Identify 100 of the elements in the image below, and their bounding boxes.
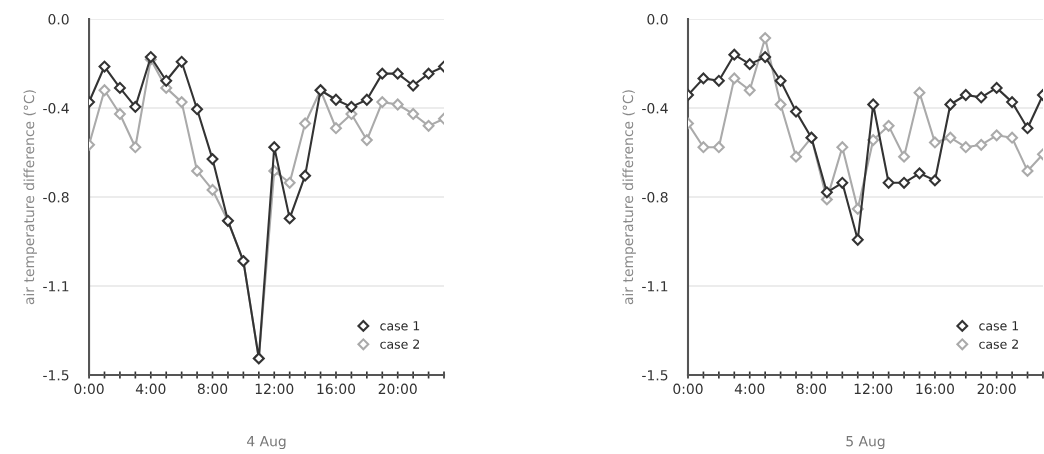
x-tick-label: 12:00 [255,383,294,395]
point [98,84,111,97]
x-tick-label: 20:00 [378,383,417,395]
point [206,153,219,166]
point [360,93,373,106]
x-tick-label: 0:00 [673,383,703,395]
y-tick-label: -0.8 [43,192,69,203]
point [299,169,312,182]
point [867,98,880,111]
point [975,91,988,104]
point [882,119,895,132]
y-tick-label: 0.0 [48,14,69,25]
x-axis-title: 5 Aug [846,436,885,450]
point [712,74,725,87]
point [283,176,296,189]
x-tick-label: 4:00 [135,383,166,395]
point [790,105,802,118]
legend-label: case 1 [380,321,420,331]
point [407,108,420,120]
y-tick-label: -0.4 [642,103,668,114]
point [206,183,219,196]
point [759,32,772,44]
point [191,103,204,116]
legend-label: case 1 [979,321,1019,331]
point [422,119,435,132]
x-tick-label: 20:00 [977,383,1016,395]
point [728,48,741,61]
y-tick-label: -1.5 [43,370,69,381]
y-tick-label: -0.8 [642,192,668,203]
point [697,141,710,154]
y-tick-label: -1.1 [43,281,69,292]
point [743,84,756,97]
point [928,136,941,149]
point [283,212,296,225]
y-tick-label: 0.0 [647,14,668,25]
point [790,150,802,163]
point [944,98,957,111]
legend-label: case 2 [979,339,1018,349]
point [345,100,358,113]
point [113,108,126,120]
point [898,176,911,189]
point [1006,96,1019,109]
y-axis-title: air temperature difference (°C) [622,90,636,305]
point [299,117,312,130]
point [129,141,142,154]
point [959,141,972,154]
x-tick-label: 0:00 [74,383,104,395]
point [268,141,281,154]
point [898,150,911,163]
point [376,96,389,109]
point [743,58,756,71]
point [175,55,188,68]
point [129,100,142,113]
point [330,93,342,106]
point [928,174,941,187]
point [376,67,389,80]
point [191,164,204,177]
point [98,60,111,73]
point [774,98,787,111]
point [975,138,988,151]
point [820,186,833,199]
point [851,233,864,246]
point [391,67,404,80]
point [1021,164,1034,177]
point [913,86,926,99]
point [944,131,957,144]
y-axis-title: air temperature difference (°C) [23,90,37,305]
point [422,67,435,80]
point [697,72,710,85]
point [330,122,342,135]
x-tick-label: 16:00 [317,383,356,395]
point [759,51,772,63]
y-tick-label: -0.4 [43,103,69,114]
x-axis-title: 4 Aug [247,436,286,450]
point [913,167,926,180]
point [774,74,787,87]
legend-label: case 2 [380,339,420,349]
point [407,79,420,92]
point [1021,122,1034,135]
x-tick-label: 12:00 [854,383,893,395]
point [990,81,1003,94]
x-tick-label: 8:00 [796,383,827,395]
point [728,72,741,85]
point [959,89,972,101]
x-tick-label: 16:00 [916,383,955,395]
y-tick-label: -1.5 [642,370,668,381]
point [990,129,1003,142]
point [882,176,895,189]
point [113,81,126,94]
point [391,98,404,111]
point [836,141,849,154]
point [160,74,173,87]
x-tick-label: 8:00 [197,383,228,395]
point [175,96,188,109]
point [360,134,373,147]
point [836,176,849,189]
point [1006,131,1019,144]
y-tick-label: -1.1 [642,281,668,292]
x-tick-label: 4:00 [734,383,765,395]
point [712,141,725,154]
